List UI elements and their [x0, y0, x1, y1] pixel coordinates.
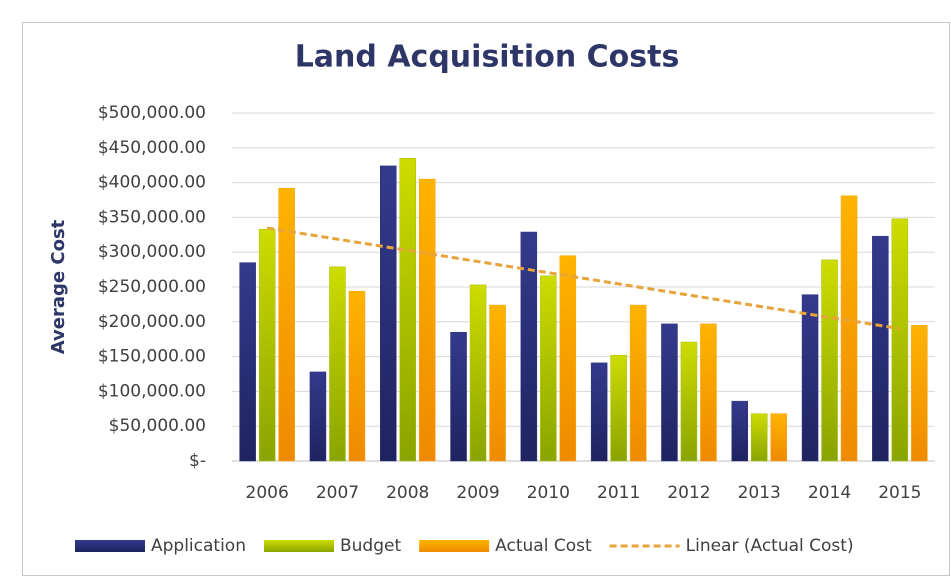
bar	[821, 259, 838, 462]
x-tick-label: 2007	[316, 483, 359, 503]
legend-swatch	[75, 540, 145, 552]
bar	[469, 284, 487, 462]
y-tick-label: $100,000.00	[98, 381, 206, 401]
legend-swatch	[264, 540, 334, 552]
legend-label: Budget	[340, 536, 401, 556]
bar	[872, 235, 889, 462]
bar	[258, 228, 276, 462]
bar	[700, 323, 717, 462]
y-tick-label: $250,000.00	[98, 277, 206, 297]
bar	[329, 266, 346, 462]
chart-title: Land Acquisition Costs	[295, 40, 680, 75]
x-tick-label: 2006	[246, 483, 289, 503]
y-tick-label: $300,000.00	[98, 242, 206, 262]
bar	[891, 218, 909, 462]
y-tick-label: $500,000.00	[98, 103, 206, 123]
y-tick-label: $450,000.00	[98, 138, 206, 158]
x-tick-label: 2011	[597, 483, 640, 503]
bar	[559, 255, 577, 462]
bar	[239, 262, 256, 462]
legend-label: Actual Cost	[495, 536, 592, 556]
x-tick-label: 2008	[386, 483, 429, 503]
bar	[629, 304, 647, 462]
bar	[380, 165, 397, 462]
bar	[840, 195, 858, 462]
x-tick-label: 2014	[808, 483, 851, 503]
y-tick-label: $150,000.00	[98, 347, 206, 367]
bar	[278, 187, 295, 462]
y-tick-label: $200,000.00	[98, 312, 206, 332]
bar	[520, 231, 538, 462]
trendline	[266, 226, 901, 331]
bar	[348, 290, 366, 462]
bar	[540, 275, 557, 462]
bar	[450, 331, 467, 462]
bar	[801, 294, 819, 462]
bar	[751, 413, 768, 462]
bar	[770, 413, 787, 462]
bar	[590, 362, 608, 462]
bar	[419, 178, 436, 462]
legend-label: Linear (Actual Cost)	[686, 536, 854, 556]
x-tick-label: 2010	[527, 483, 570, 503]
y-tick-label: $400,000.00	[98, 173, 206, 193]
legend-swatch	[419, 540, 490, 552]
y-tick-label: $50,000.00	[109, 416, 206, 436]
x-tick-label: 2012	[667, 483, 710, 503]
bar	[661, 323, 678, 462]
x-tick-label: 2009	[456, 483, 499, 503]
y-tick-label: $350,000.00	[98, 207, 206, 227]
bar	[399, 157, 416, 462]
bar	[911, 325, 928, 462]
y-axis-label: Average Cost	[48, 219, 69, 354]
bar	[731, 400, 748, 462]
y-tick-label: $-	[189, 451, 206, 471]
bar	[309, 371, 327, 462]
bar	[680, 341, 698, 462]
legend-label: Application	[151, 536, 246, 556]
bar	[610, 354, 627, 462]
x-tick-label: 2015	[878, 483, 921, 503]
bar	[489, 304, 506, 462]
x-tick-label: 2013	[738, 483, 781, 503]
